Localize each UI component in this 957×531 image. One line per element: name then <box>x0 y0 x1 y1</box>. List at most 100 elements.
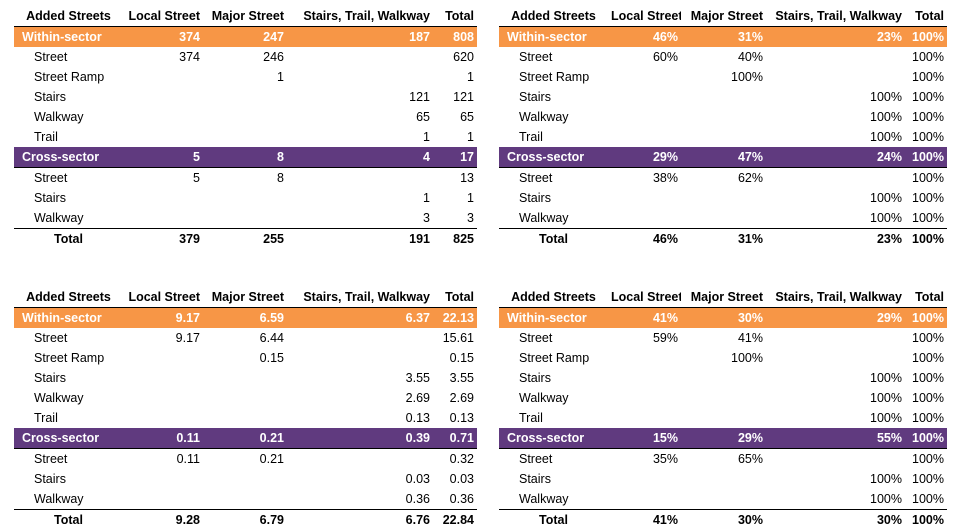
major-street-cell <box>681 368 766 388</box>
label-cell: Street <box>519 331 553 345</box>
local-street-cell: 9.28 <box>123 509 203 530</box>
local-street-cell <box>608 388 681 408</box>
label-cell: Total <box>499 228 608 249</box>
total-cell: 620 <box>453 50 474 64</box>
local-street-cell <box>608 469 681 489</box>
total-cell: 2.69 <box>449 391 474 405</box>
major-street-cell: 6.59 <box>203 307 287 328</box>
major-street-cell <box>203 188 287 208</box>
local-street-cell <box>608 87 681 107</box>
major-street-cell <box>681 107 766 127</box>
label-cell: Added Streets <box>14 6 123 27</box>
local-street-cell <box>608 208 681 229</box>
major-street-cell: Major Street <box>203 6 287 27</box>
table-row-stairs: Stairs 1 1 <box>14 188 477 208</box>
stairs-trail-walkway-cell: 100% <box>870 472 902 486</box>
stairs-trail-walkway-cell: 0.13 <box>405 411 430 425</box>
major-street-cell: 6.79 <box>203 509 287 530</box>
table-row-street: Street 60% 40% 100% <box>499 47 947 67</box>
stairs-trail-walkway-cell: Stairs, Trail, Walkway <box>766 287 905 308</box>
total-cell: 100% <box>912 391 944 405</box>
total-cell: 100% <box>912 492 944 506</box>
table-row-stairs: Stairs 0.03 0.03 <box>14 469 477 489</box>
total-cell: 100% <box>912 211 944 225</box>
total-cell: 100% <box>912 110 944 124</box>
table-row-street-ramp: Street Ramp 100% 100% <box>499 348 947 368</box>
total-cell: Total <box>905 287 947 308</box>
label-cell: Cross-sector <box>499 147 608 168</box>
table-row-street: Street 5 8 13 <box>14 168 477 189</box>
total-cell: 22.84 <box>433 509 477 530</box>
stairs-trail-walkway-cell: 100% <box>870 411 902 425</box>
total-cell: 1 <box>467 191 474 205</box>
local-street-cell <box>123 388 203 408</box>
local-street-cell <box>123 208 203 229</box>
total-cell: 100% <box>912 452 944 466</box>
table-row-street-ramp: Street Ramp 1 1 <box>14 67 477 87</box>
stairs-trail-walkway-cell: 100% <box>870 492 902 506</box>
stairs-trail-walkway-cell: 3.55 <box>405 371 430 385</box>
within-sector-row: Within-sector 46% 31% 23% 100% <box>499 26 947 47</box>
label-cell: Within-sector <box>499 307 608 328</box>
major-street-cell: 47% <box>681 147 766 168</box>
major-street-cell: Major Street <box>203 287 287 308</box>
total-cell: 100% <box>905 228 947 249</box>
total-cell: 0.71 <box>433 428 477 449</box>
major-street-cell <box>203 87 287 107</box>
stairs-trail-walkway-cell <box>766 67 905 87</box>
stairs-trail-walkway-cell: 100% <box>870 391 902 405</box>
major-street-cell: 247 <box>203 26 287 47</box>
total-cell: Total <box>433 287 477 308</box>
local-street-cell <box>608 489 681 510</box>
total-row: Total 379 255 191 825 <box>14 228 477 249</box>
local-street-cell: 0.11 <box>123 428 203 449</box>
total-cell: Total <box>433 6 477 27</box>
major-street-cell <box>681 469 766 489</box>
total-cell: 825 <box>433 228 477 249</box>
label-cell: Walkway <box>34 492 84 506</box>
table-row-stairs: Stairs 121 121 <box>14 87 477 107</box>
total-cell: 3.55 <box>449 371 474 385</box>
local-street-cell: 379 <box>123 228 203 249</box>
label-cell: Walkway <box>519 211 569 225</box>
label-cell: Stairs <box>519 191 551 205</box>
label-cell: Cross-sector <box>14 428 123 449</box>
local-street-cell: 41% <box>608 509 681 530</box>
total-row: Total 46% 31% 23% 100% <box>499 228 947 249</box>
stairs-trail-walkway-cell: 121 <box>409 90 430 104</box>
local-street-cell: 374 <box>179 50 200 64</box>
local-street-cell <box>608 408 681 428</box>
stairs-trail-walkway-cell: 100% <box>870 191 902 205</box>
major-street-cell <box>203 127 287 147</box>
stairs-trail-walkway-cell <box>287 449 433 470</box>
local-street-cell: 5 <box>193 171 200 185</box>
total-cell: 121 <box>453 90 474 104</box>
local-street-cell: 46% <box>608 228 681 249</box>
major-street-cell: 100% <box>731 351 763 365</box>
table-row-stairs: Stairs 100% 100% <box>499 469 947 489</box>
label-cell: Added Streets <box>499 287 608 308</box>
total-cell: 100% <box>912 130 944 144</box>
label-cell: Total <box>14 509 123 530</box>
major-street-cell: 31% <box>681 26 766 47</box>
major-street-cell <box>681 388 766 408</box>
stairs-trail-walkway-cell <box>766 328 905 348</box>
table-row-trail: Trail 0.13 0.13 <box>14 408 477 428</box>
header-row: Added Streets Local Street Major Street Sta… <box>499 6 947 27</box>
table-row-walkway: Walkway 100% 100% <box>499 388 947 408</box>
major-street-cell: 40% <box>737 50 763 64</box>
local-street-cell <box>123 188 203 208</box>
major-street-cell: 246 <box>263 50 284 64</box>
table-row-stairs: Stairs 100% 100% <box>499 368 947 388</box>
local-street-cell: 29% <box>608 147 681 168</box>
total-cell: 100% <box>912 191 944 205</box>
label-cell: Walkway <box>519 110 569 124</box>
table-length-shares: Added Streets Local Street Major Street Sta… <box>499 287 947 530</box>
table-row-street: Street 374 246 620 <box>14 47 477 67</box>
label-cell: Walkway <box>519 492 569 506</box>
table-row-walkway: Walkway 65 65 <box>14 107 477 127</box>
major-street-cell: 65% <box>737 452 763 466</box>
local-street-cell: 35% <box>652 452 678 466</box>
local-street-cell: 15% <box>608 428 681 449</box>
major-street-cell <box>203 368 287 388</box>
